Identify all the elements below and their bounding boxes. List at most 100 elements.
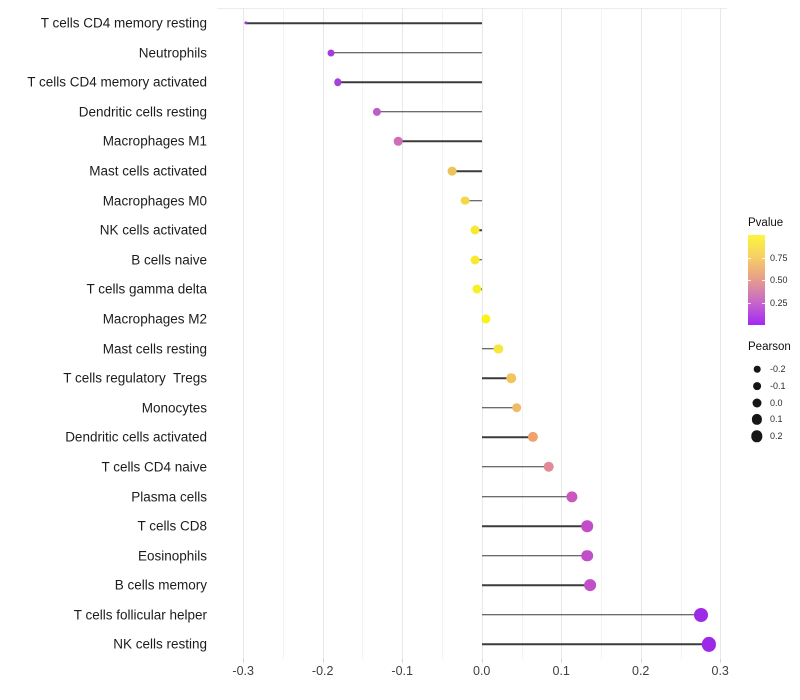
category-label: T cells regulatory Tregs — [63, 370, 207, 386]
category-label: T cells gamma delta — [86, 281, 207, 297]
category-label: Eosinophils — [137, 548, 207, 564]
lollipop-dot — [327, 49, 335, 57]
category-label: NK cells resting — [113, 636, 207, 652]
gridline-minor — [601, 8, 602, 659]
pvalue-colorbar-tick — [748, 302, 751, 304]
gridline-minor — [680, 8, 682, 659]
category-label: T cells CD8 — [137, 518, 207, 534]
x-tick-label: 0.2 — [631, 664, 650, 678]
pearson-legend-dot — [751, 430, 763, 442]
axis-tick — [640, 659, 642, 663]
gridline-major — [243, 8, 245, 659]
lollipop-stem — [481, 525, 588, 527]
lollipop-dot — [527, 432, 538, 443]
category-label: Plasma cells — [131, 489, 207, 504]
lollipop-stem — [337, 81, 482, 84]
lollipop-stem — [465, 199, 482, 202]
category-label: B cells naive — [131, 252, 207, 268]
lollipop-dot — [583, 579, 596, 592]
lollipop-dot — [506, 373, 516, 383]
category-label: T cells CD4 naive — [101, 459, 207, 475]
pvalue-colorbar-tick — [748, 257, 751, 259]
axis-tick — [561, 659, 563, 663]
pearson-legend-label: 0.0 — [770, 397, 783, 408]
category-label: T cells CD4 memory resting — [40, 15, 207, 31]
category-label: T cells follicular helper — [73, 607, 207, 623]
x-tick-label: 0.1 — [552, 664, 570, 678]
gridline-minor — [282, 8, 284, 659]
lollipop-dot — [565, 490, 578, 503]
lollipop-stem — [481, 614, 702, 616]
lollipop-dot — [694, 607, 709, 622]
lollipop-dot — [334, 78, 342, 86]
category-label: Dendritic cells activated — [65, 429, 207, 445]
gridline-minor — [521, 8, 523, 659]
lollipop-dot — [581, 549, 594, 562]
lollipop-stem — [481, 347, 499, 350]
x-tick-label: -0.1 — [391, 664, 413, 678]
pearson-legend-label: 0.2 — [770, 431, 783, 442]
lollipop-dot — [470, 225, 479, 235]
gridline-major — [322, 8, 324, 659]
pvalue-tick-label: 0.75 — [770, 252, 788, 263]
lollipop-stem — [245, 22, 482, 24]
lollipop-stem — [481, 466, 549, 468]
pvalue-colorbar-tick — [762, 280, 765, 281]
lollipop-dot — [372, 107, 381, 116]
lollipop-stem — [330, 51, 482, 54]
gridline-minor — [441, 8, 443, 659]
lollipop-dot — [543, 461, 554, 473]
gridline-major — [402, 8, 404, 659]
gridline-major — [481, 8, 483, 659]
panel-top-border — [217, 8, 727, 9]
x-tick-label: -0.2 — [311, 664, 334, 678]
category-label: Dendritic cells resting — [78, 104, 207, 120]
x-tick-label: 0.0 — [472, 664, 491, 678]
lollipop-dot — [244, 21, 248, 25]
pvalue-tick-label: 0.25 — [770, 297, 788, 308]
lollipop-dot — [393, 137, 403, 146]
lollipop-stem — [481, 643, 710, 646]
x-tick-label: -0.3 — [232, 664, 254, 678]
axis-tick — [720, 659, 722, 663]
axis-tick — [322, 659, 324, 663]
axis-tick — [481, 659, 483, 663]
lollipop-stem — [452, 170, 482, 172]
pearson-legend-dot — [753, 381, 761, 390]
lollipop-stem — [481, 377, 512, 379]
lollipop-dot — [581, 520, 594, 532]
pvalue-colorbar-tick — [762, 302, 765, 304]
lollipop-dot — [511, 402, 522, 413]
lollipop-dot — [472, 284, 482, 294]
lollipop-stem — [481, 584, 590, 586]
lollipop-dot — [493, 343, 503, 354]
category-label: Neutrophils — [138, 45, 207, 61]
pearson-legend-label: -0.2 — [770, 364, 786, 374]
pearson-legend-dot — [751, 414, 763, 425]
lollipop-dot — [481, 314, 491, 324]
axis-tick — [402, 659, 404, 663]
lollipop-dot — [470, 255, 480, 265]
category-label: Macrophages M1 — [102, 133, 207, 149]
gridline-major — [640, 8, 642, 659]
lollipop-stem — [398, 140, 482, 143]
x-tick-label: 0.3 — [711, 664, 729, 678]
gridline-major — [561, 8, 563, 659]
pearson-legend-dot — [752, 398, 762, 408]
lollipop-stem — [376, 111, 482, 113]
gridline-minor — [362, 8, 364, 659]
lollipop-stem — [481, 406, 517, 409]
lollipop-stem — [481, 495, 572, 498]
pearson-legend-label: -0.1 — [770, 380, 786, 391]
pvalue-tick-label: 0.50 — [770, 275, 788, 285]
lollipop-stem — [481, 554, 588, 557]
category-label: Monocytes — [141, 400, 207, 416]
category-label: B cells memory — [114, 577, 207, 593]
lollipop-dot — [447, 166, 457, 176]
category-label: Mast cells resting — [102, 341, 207, 356]
pvalue-colorbar-tick — [762, 257, 765, 259]
category-label: NK cells activated — [99, 222, 207, 238]
category-label: T cells CD4 memory activated — [27, 74, 207, 90]
category-label: Macrophages M2 — [102, 311, 207, 327]
